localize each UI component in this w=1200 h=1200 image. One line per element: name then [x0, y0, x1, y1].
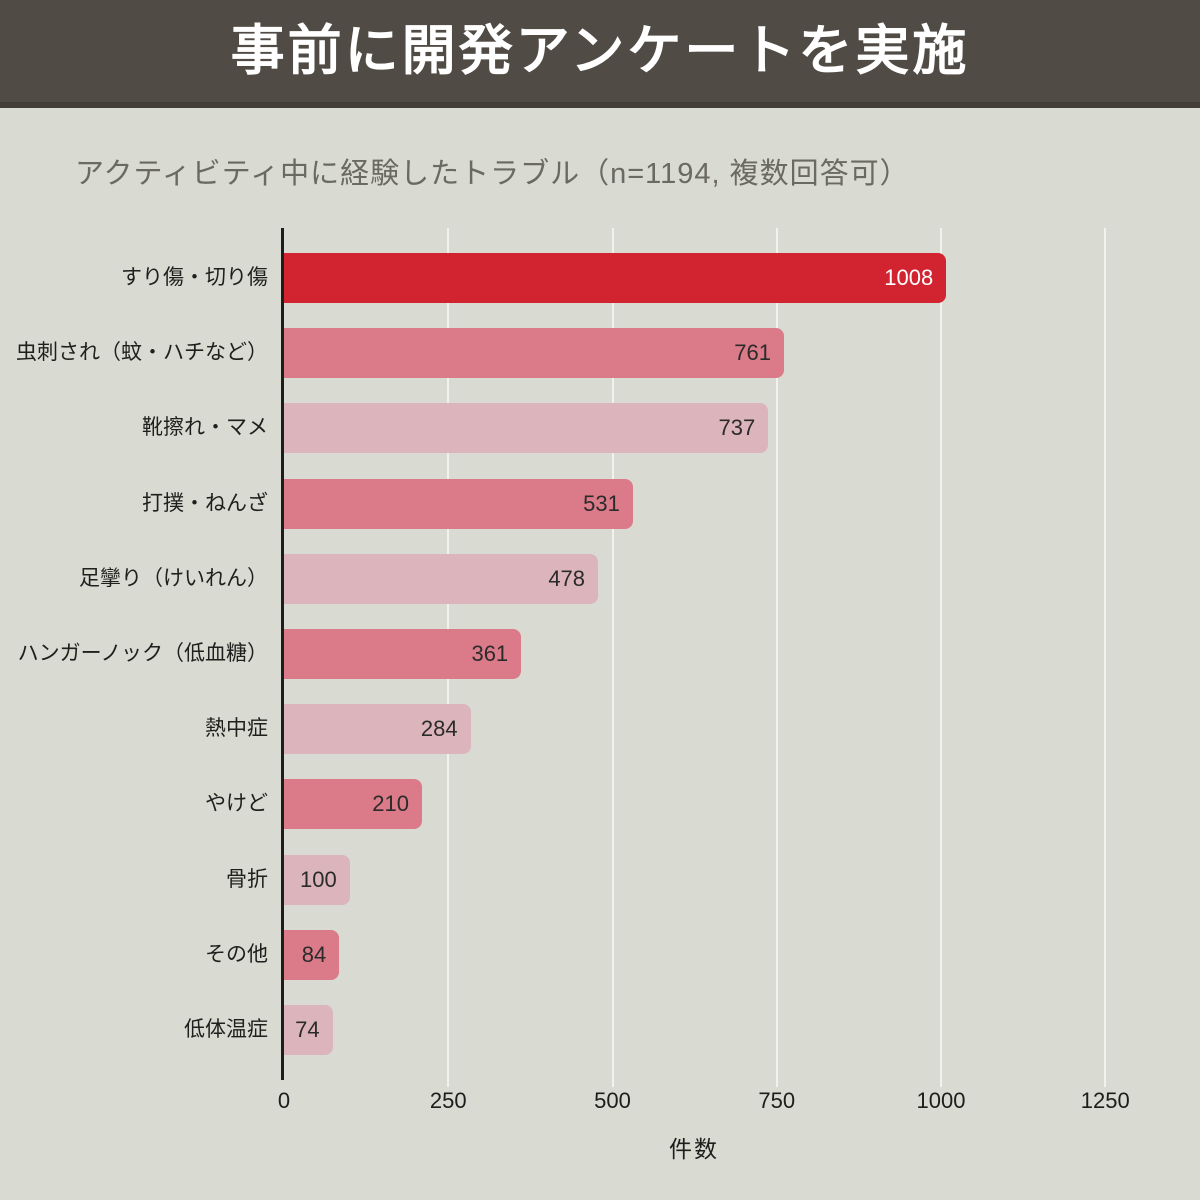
bar-row: 低体温症 74: [184, 1004, 1164, 1055]
bar: 100: [284, 854, 350, 905]
bar-row: 虫刺され（蚊・ハチなど） 761: [16, 328, 1164, 379]
bar-rows: すり傷・切り傷 1008 虫刺され（蚊・ハチなど） 761 靴擦れ・マメ 737 打撲・ねん…: [16, 228, 1164, 1080]
bar-row: 骨折 100: [226, 854, 1164, 905]
value-label: 74: [295, 1016, 320, 1042]
x-tick-label: 750: [758, 1088, 796, 1113]
bar: 761: [284, 328, 784, 379]
category-label: 靴擦れ・マメ: [142, 416, 268, 440]
value-label: 84: [301, 941, 327, 967]
category-label: やけど: [205, 792, 268, 816]
category-label: 足攣り（けいれん）: [79, 566, 268, 590]
category-label: 熱中症: [205, 717, 268, 741]
category-label: 打撲・ねんざ: [142, 491, 268, 515]
category-label: 虫刺され（蚊・ハチなど）: [16, 341, 268, 365]
bar: 737: [284, 403, 769, 454]
value-label: 737: [718, 415, 756, 441]
category-label: 低体温症: [184, 1017, 268, 1041]
chart-title: アクティビティ中に経験したトラブル（n=1194, 複数回答可）: [75, 158, 910, 190]
x-tick-label: 1000: [916, 1088, 966, 1113]
bar: 361: [284, 628, 522, 679]
x-axis: 0 250 500 750 1000 1250: [278, 1080, 1164, 1120]
x-tick-label: 500: [594, 1088, 631, 1113]
value-label: 761: [734, 340, 771, 366]
grid-line: [775, 228, 778, 1087]
value-label: 531: [583, 490, 620, 516]
x-axis-title: 件数: [669, 1136, 719, 1162]
bar-row: すり傷・切り傷 1008: [121, 253, 1164, 303]
x-tick-label: 0: [277, 1088, 291, 1113]
page-title: 事前に開発アンケートを実施: [230, 21, 970, 81]
value-label: 361: [471, 640, 509, 666]
value-label: 210: [372, 791, 409, 817]
category-label: 骨折: [226, 867, 268, 891]
grid-line: [611, 228, 614, 1087]
x-tick-label: 250: [429, 1088, 467, 1113]
bar-row: ハンガーノック（低血糖） 361: [18, 628, 1164, 679]
value-label: 1008: [884, 265, 934, 290]
bar-row: 熱中症 284: [205, 704, 1164, 755]
category-label: ハンガーノック（低血糖）: [17, 641, 268, 665]
category-label: その他: [205, 942, 268, 966]
value-label: 478: [548, 565, 586, 591]
grid-line: [940, 228, 942, 1087]
bar: 478: [284, 553, 599, 604]
bar: 74: [284, 1004, 333, 1055]
bar: 531: [284, 478, 633, 529]
bar-row: やけど 210: [205, 779, 1164, 830]
x-tick-label: 1250: [1080, 1088, 1130, 1113]
bar-row: 打撲・ねんざ 531: [142, 478, 1164, 529]
plot-area: すり傷・切り傷 1008 虫刺され（蚊・ハチなど） 761 靴擦れ・マメ 737 打撲・ねん…: [16, 228, 1164, 1113]
value-label: 284: [420, 716, 458, 742]
grid-line: [1104, 228, 1107, 1087]
category-label: すり傷・切り傷: [121, 266, 268, 289]
bar: 284: [284, 704, 471, 755]
bar: 84: [284, 929, 340, 980]
bar: 1008: [284, 253, 947, 303]
bar-row: 足攣り（けいれん） 478: [79, 553, 1164, 604]
bar-row: 靴擦れ・マメ 737: [142, 403, 1164, 454]
bar: 210: [284, 779, 422, 830]
value-label: 100: [299, 866, 337, 892]
bar-row: その他 84: [205, 929, 1164, 980]
header-banner: 事前に開発アンケートを実施: [0, 0, 1200, 108]
